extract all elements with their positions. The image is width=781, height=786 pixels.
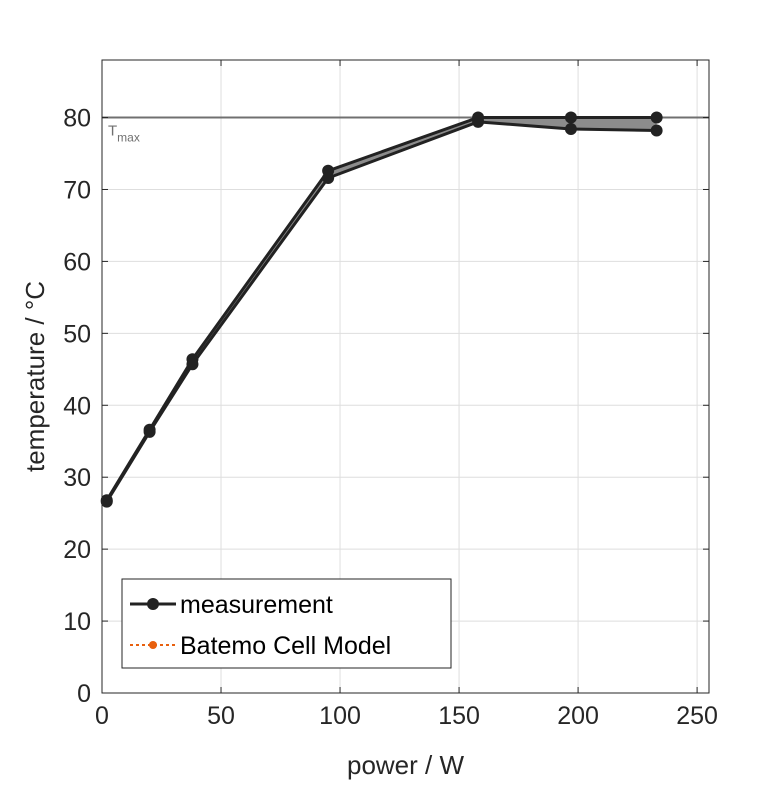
y-tick-label: 20 xyxy=(63,536,91,564)
y-axis-label: temperature / °C xyxy=(20,281,50,472)
x-tick-label: 0 xyxy=(95,702,109,730)
y-tick-label: 10 xyxy=(63,608,91,636)
series-point-1 xyxy=(322,171,335,184)
x-tick-label: 250 xyxy=(676,702,718,730)
y-tick-label: 30 xyxy=(63,464,91,492)
x-tick-label: 150 xyxy=(438,702,480,730)
series-point-1 xyxy=(143,425,156,438)
tmax-label: Tmax xyxy=(108,123,140,145)
y-tick-label: 40 xyxy=(63,392,91,420)
series-point-0 xyxy=(564,111,577,124)
tmax-label-sub: max xyxy=(117,131,140,145)
y-tick-label: 0 xyxy=(77,680,91,708)
legend-marker-1 xyxy=(149,641,157,649)
series-layer xyxy=(100,111,663,508)
series-point-0 xyxy=(650,111,663,124)
y-tick-label: 50 xyxy=(63,320,91,348)
legend-layer: measurement Batemo Cell Model xyxy=(121,578,452,669)
series-point-1 xyxy=(100,495,113,508)
axes-layer: 0 50 100 150 200 250 0 10 20 30 40 50 60 70 80 power / … xyxy=(20,59,718,780)
x-tick-label: 50 xyxy=(207,702,235,730)
tmax-label-main: T xyxy=(108,123,117,140)
series-point-1 xyxy=(472,115,485,128)
axes-box xyxy=(101,59,710,694)
legend-box xyxy=(121,578,452,669)
y-tick-label: 70 xyxy=(63,176,91,204)
x-axis-label: power / W xyxy=(347,750,464,780)
x-tick-label: 200 xyxy=(557,702,599,730)
legend-marker-0 xyxy=(147,598,159,610)
series-point-1 xyxy=(564,123,577,136)
legend-label-1: Batemo Cell Model xyxy=(180,632,391,660)
legend-label-0: measurement xyxy=(180,591,333,619)
y-tick-label: 80 xyxy=(63,105,91,133)
series-point-1 xyxy=(650,124,663,137)
y-tick-label: 60 xyxy=(63,248,91,276)
series-point-1 xyxy=(186,358,199,371)
x-tick-label: 100 xyxy=(319,702,361,730)
